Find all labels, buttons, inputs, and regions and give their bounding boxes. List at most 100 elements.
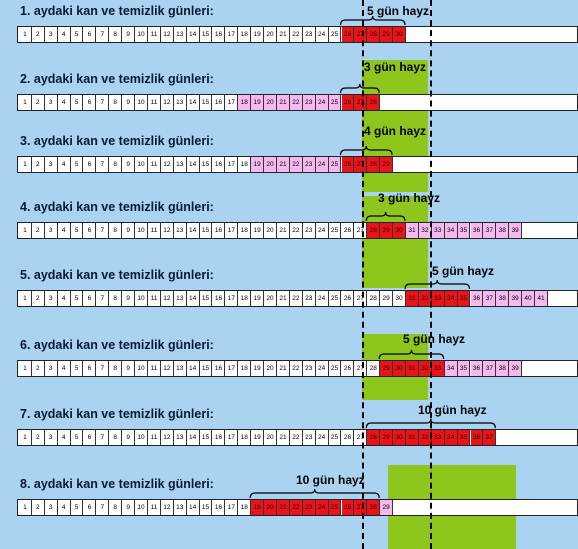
day-cell: 23	[302, 157, 316, 172]
day-cell: 2	[32, 430, 45, 445]
day-cell: 17	[225, 361, 239, 376]
day-cell: 6	[84, 430, 97, 445]
day-cell: 15	[200, 223, 213, 238]
day-cell: 19	[251, 361, 265, 376]
day-cell: 10	[135, 361, 148, 376]
day-cell: 37	[483, 291, 497, 306]
day-cell: 23	[303, 27, 316, 42]
day-cell: 18	[238, 157, 252, 172]
day-strip: 1 2 3 4 5 6 7 8 9 10 11 12 13 14 15 16 17 18 19 20 21 22 23 24 2…	[17, 290, 578, 307]
day-cell: 13	[174, 95, 187, 110]
day-cell: 16	[213, 223, 226, 238]
day-cell: 11	[148, 223, 161, 238]
day-cell: 5	[71, 157, 84, 172]
day-cell: 13	[174, 291, 187, 306]
day-cell: 25	[329, 291, 342, 306]
day-cell: 25	[328, 95, 342, 110]
day-cell: 6	[84, 500, 97, 515]
day-strip: 1 2 3 4 5 6 7 8 9 10 11 12 13 14 15 16 17 18 19 20 21 22 23 24 2…	[17, 499, 578, 516]
day-cell: 23	[302, 95, 316, 110]
day-cell: 25	[328, 157, 342, 172]
day-strip: 1 2 3 4 5 6 7 8 9 10 11 12 13 14 15 16 17 18 19 20 21 22 23 24 2…	[17, 26, 578, 43]
day-cell: 17	[225, 95, 239, 110]
day-cell: 7	[96, 500, 110, 515]
day-cell: 22	[290, 430, 303, 445]
row-label: 2. aydaki kan ve temizlik günleri:	[20, 72, 214, 86]
day-cell: 16	[213, 361, 226, 376]
row-label: 8. aydaki kan ve temizlik günleri:	[20, 477, 214, 491]
day-cell: 13	[174, 430, 187, 445]
day-cell: 18	[238, 223, 252, 238]
day-cell: 38	[496, 223, 510, 238]
day-cell: 21	[277, 223, 290, 238]
day-cell: 27	[354, 361, 368, 376]
day-cell: 29	[380, 27, 394, 42]
day-cell: 29	[380, 430, 394, 445]
day-cell: 20	[264, 361, 277, 376]
day-cell: 37	[483, 361, 497, 376]
day-cell: 4	[58, 223, 71, 238]
day-cell: 8	[109, 361, 123, 376]
day-cell: 15	[200, 361, 213, 376]
day-cell: 14	[187, 157, 200, 172]
day-cell: 12	[161, 430, 174, 445]
day-cell: 24	[316, 223, 329, 238]
day-cell: 1	[19, 361, 32, 376]
day-cell: 3	[45, 430, 58, 445]
day-cell: 27	[354, 95, 368, 110]
day-cell: 9	[122, 500, 136, 515]
day-cell: 26	[342, 223, 355, 238]
day-cell: 4	[58, 500, 71, 515]
day-cell: 24	[316, 291, 329, 306]
day-cell: 30	[393, 27, 406, 42]
day-cell: 6	[84, 95, 97, 110]
hayz-label: 3 gün hayz	[378, 191, 441, 205]
day-cell: 8	[109, 223, 123, 238]
day-cell: 18	[238, 500, 252, 515]
day-cell: 24	[316, 361, 329, 376]
day-cell: 33	[431, 430, 445, 445]
day-cell: 29	[380, 500, 394, 515]
day-cell: 8	[109, 27, 123, 42]
day-cell: 6	[84, 361, 97, 376]
day-cell: 16	[213, 95, 226, 110]
day-cell: 27	[354, 291, 368, 306]
day-cell: 21	[277, 361, 290, 376]
day-cell: 16	[213, 157, 226, 172]
day-cell: 18	[238, 291, 252, 306]
day-cell: 1	[19, 157, 32, 172]
day-cell: 3	[45, 223, 58, 238]
day-cell: 25	[328, 500, 342, 515]
day-cell: 3	[45, 95, 58, 110]
day-cell: 27	[354, 500, 368, 515]
day-cell: 26	[341, 95, 355, 110]
day-cell: 36	[470, 223, 484, 238]
day-cell: 17	[225, 27, 239, 42]
day-cell: 14	[187, 27, 200, 42]
day-cell: 8	[109, 500, 123, 515]
day-cell: 7	[96, 27, 110, 42]
reference-line	[430, 0, 432, 549]
day-cell: 7	[96, 361, 110, 376]
day-cell: 26	[341, 27, 355, 42]
day-cell: 21	[277, 500, 290, 515]
brace-path	[339, 83, 380, 94]
day-cell: 28	[367, 157, 381, 172]
day-cell: 2	[32, 361, 45, 376]
day-cell: 11	[148, 27, 161, 42]
day-cell: 33	[431, 223, 445, 238]
day-cell: 22	[289, 500, 303, 515]
day-cell: 19	[251, 95, 265, 110]
day-cell: 24	[315, 500, 329, 515]
day-cell: 29	[380, 361, 394, 376]
day-cell: 35	[457, 223, 471, 238]
day-cell: 37	[483, 430, 497, 445]
day-cell: 18	[238, 430, 252, 445]
day-cell: 19	[251, 157, 265, 172]
day-cell: 23	[303, 361, 316, 376]
day-cell: 35	[457, 291, 471, 306]
day-cell: 28	[367, 27, 381, 42]
day-cell: 31	[406, 291, 419, 306]
